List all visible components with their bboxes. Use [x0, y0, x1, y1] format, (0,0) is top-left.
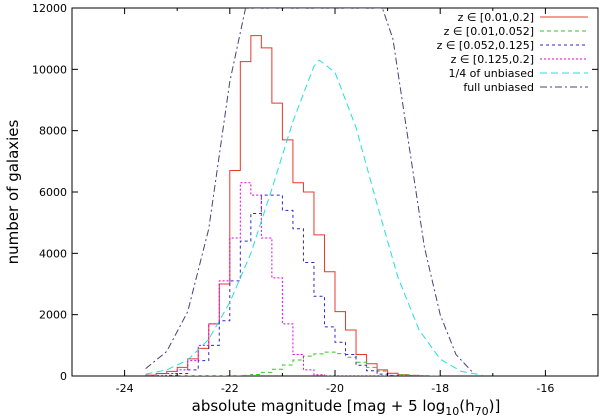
x-axis-label-main: absolute magnitude [mag + 5 log — [192, 397, 446, 415]
ticks-group: -24 -22 -20 -18 -16 0 2000 4000 6000 8000 10000 120… — [32, 2, 599, 395]
y-tick-label: 8000 — [39, 125, 67, 138]
x-tick-label: -20 — [326, 382, 344, 395]
series-line-4 — [145, 59, 483, 376]
series-line-2 — [145, 194, 441, 376]
y-tick-label: 4000 — [39, 247, 67, 260]
x-tick-label: -18 — [431, 382, 449, 395]
y-tick-label: 10000 — [32, 63, 67, 76]
x-axis-label-sub2: 70 — [475, 405, 489, 417]
x-tick-label: -16 — [536, 382, 554, 395]
y-axis-label: number of galaxies — [4, 119, 22, 264]
x-axis-label-tail: (h — [459, 397, 474, 415]
series-line-1 — [145, 351, 441, 376]
x-tick-label: -22 — [221, 382, 239, 395]
legend-label-5: full unbiased — [463, 81, 534, 94]
legend-label-2: z ∈ [0.052,0.125] — [437, 39, 534, 52]
series-line-0 — [145, 35, 441, 376]
legend-label-4: 1/4 of unbiased — [448, 67, 534, 80]
legend-label-0: z ∈ [0.01,0.2] — [458, 11, 534, 24]
legend-label-3: z ∈ [0.125,0.2] — [451, 53, 534, 66]
y-tick-label: 0 — [60, 370, 67, 383]
y-tick-label: 2000 — [39, 309, 67, 322]
x-axis-label-sub: 10 — [445, 405, 459, 417]
series-group — [145, 8, 483, 376]
x-axis-label: absolute magnitude [mag + 5 log10(h70)] — [192, 397, 501, 417]
y-tick-label: 6000 — [39, 186, 67, 199]
series-line-3 — [145, 182, 441, 376]
series-line-5 — [145, 8, 473, 372]
x-axis-label-end: )] — [489, 397, 501, 415]
x-tick-label: -24 — [116, 382, 134, 395]
y-tick-label: 12000 — [32, 2, 67, 15]
legend: z ∈ [0.01,0.2]z ∈ [0.01,0.052]z ∈ [0.052… — [437, 11, 588, 94]
legend-label-1: z ∈ [0.01,0.052] — [444, 25, 534, 38]
